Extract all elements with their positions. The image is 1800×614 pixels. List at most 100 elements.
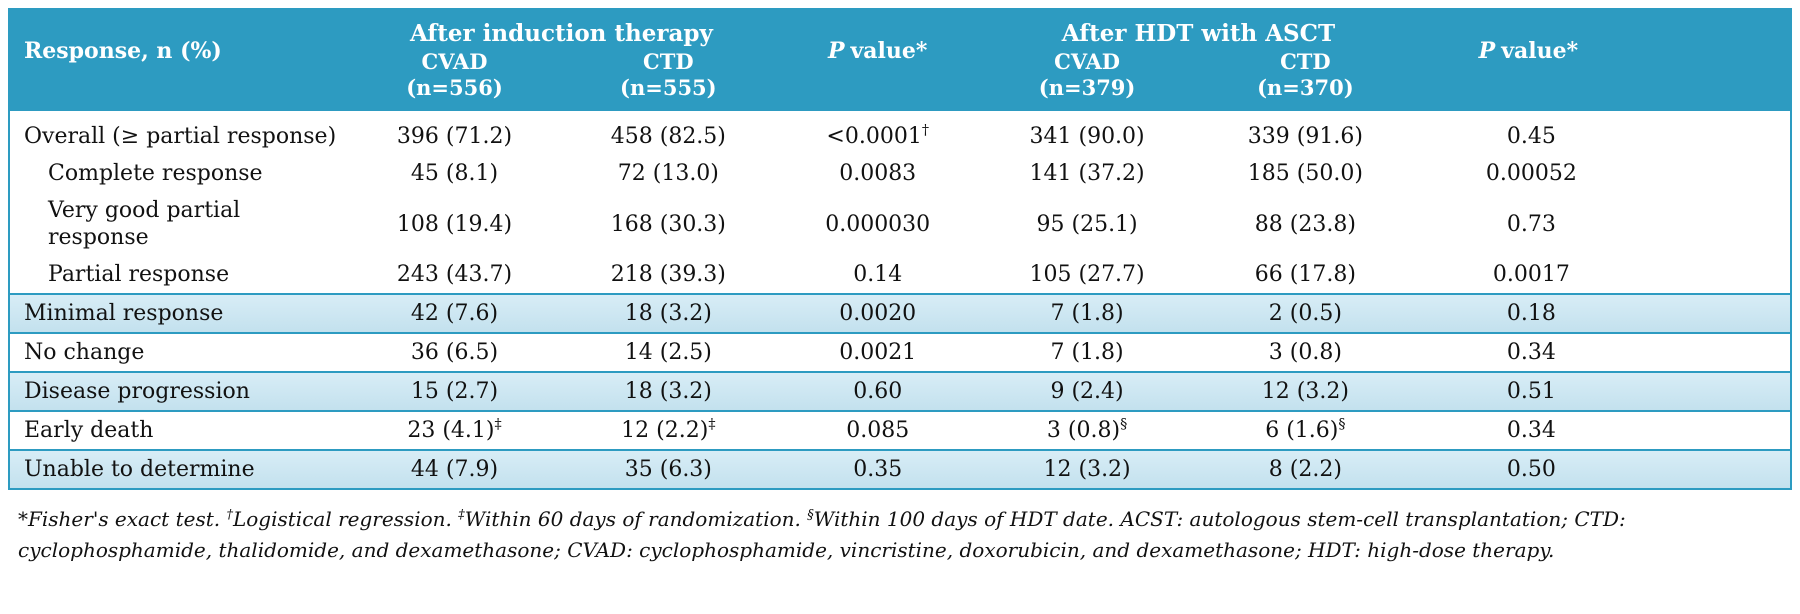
data-cell: 15 (2.7) [347, 371, 562, 411]
data-cell: 8 (2.2) [1193, 449, 1417, 489]
data-cell: 44 (7.9) [347, 449, 562, 489]
data-cell: 0.73 [1506, 211, 1556, 237]
data-cell: 12 (2.2)‡ [561, 410, 776, 450]
row-label: Very good partial response [48, 198, 241, 250]
data-cell: 0.14 [853, 262, 903, 287]
data-cell: 6 (1.6)§ [1193, 410, 1417, 450]
column-header-response: Response, n (%) [9, 8, 348, 111]
data-cell: 458 (82.5) [610, 124, 726, 149]
column-header-cvad-induction: CVAD (n=556) [347, 49, 562, 111]
data-cell: 12 (3.2) [980, 449, 1194, 489]
row-label: Complete response [48, 161, 263, 186]
data-cell: 35 (6.3) [561, 449, 776, 489]
p-value-rest: value* [850, 37, 928, 64]
column-group-induction: After induction therapy [347, 8, 776, 49]
data-cell: 18 (3.2) [561, 371, 776, 411]
row-label: Disease progression [9, 371, 348, 411]
data-cell: 0.0021 [775, 332, 981, 372]
table-row: Early death 23 (4.1)‡ 12 (2.2)‡ 0.085 3 (0.8… [9, 410, 1791, 450]
drug-name: CVAD [421, 49, 488, 74]
data-cell: 7 (1.8) [980, 332, 1194, 372]
data-cell: 95 (25.1) [1036, 211, 1138, 237]
column-header-ctd-induction: CTD (n=555) [561, 49, 776, 111]
header-row-groups: Response, n (%) After induction therapy … [9, 8, 1791, 111]
data-cell: 0.18 [1416, 293, 1791, 333]
data-cell: 0.00052 [1485, 161, 1577, 186]
row-label: No change [9, 332, 348, 372]
header-row-subcolumns: CVAD (n=556) CTD (n=555) CVAD (n=379) CT… [9, 49, 1791, 111]
data-cell: 0.35 [775, 449, 981, 489]
sample-size: (n=379) [1038, 75, 1136, 100]
data-cell: 23 (4.1)‡ [347, 410, 562, 450]
data-cell: <0.0001† [826, 122, 929, 149]
data-cell: 0.0020 [775, 293, 981, 333]
data-cell: 12 (3.2) [1193, 371, 1417, 411]
table-row: Partial response 243 (43.7) 218 (39.3) 0.14… [9, 256, 1791, 294]
column-header-cvad-hdt: CVAD (n=379) [980, 49, 1194, 111]
drug-name: CVAD [1054, 49, 1121, 74]
data-cell: 7 (1.8) [980, 293, 1194, 333]
data-cell: 396 (71.2) [396, 124, 513, 149]
data-cell: 3 (0.8) [1193, 332, 1417, 372]
drug-name: CTD [1280, 49, 1331, 74]
response-table: Response, n (%) After induction therapy … [8, 8, 1792, 490]
data-cell: 168 (30.3) [610, 211, 726, 237]
row-label: Partial response [48, 262, 230, 287]
drug-name: CTD [643, 49, 694, 74]
sample-size: (n=556) [406, 75, 503, 100]
data-cell: 108 (19.4) [396, 211, 513, 237]
data-cell: 0.60 [775, 371, 981, 411]
data-cell: 0.34 [1416, 410, 1791, 450]
p-value-rest: value* [1501, 37, 1579, 64]
data-cell: 105 (27.7) [1029, 262, 1145, 287]
data-cell: 0.085 [775, 410, 981, 450]
data-cell: 0.51 [1416, 371, 1791, 411]
data-cell: 0.34 [1416, 332, 1791, 372]
data-cell: 243 (43.7) [396, 262, 513, 287]
table-row: Complete response 45 (8.1) 72 (13.0) 0.0083… [9, 155, 1791, 192]
data-cell: 339 (91.6) [1247, 124, 1363, 149]
row-label: Minimal response [9, 293, 348, 333]
column-group-hdt: After HDT with ASCT [980, 8, 1417, 49]
data-cell: 45 (8.1) [410, 161, 499, 186]
data-cell: 3 (0.8)§ [980, 410, 1194, 450]
data-cell: 18 (3.2) [561, 293, 776, 333]
table-row: Disease progression 15 (2.7) 18 (3.2) 0.60 9… [9, 371, 1791, 411]
data-cell: 88 (23.8) [1254, 211, 1356, 237]
data-cell: 0.0083 [839, 161, 917, 186]
sample-size: (n=555) [620, 75, 717, 100]
data-cell: 0.0017 [1492, 262, 1570, 287]
column-header-ctd-hdt: CTD (n=370) [1193, 49, 1417, 111]
data-cell: 185 (50.0) [1247, 161, 1363, 186]
table-row: Very good partial response 108 (19.4) 168 … [9, 192, 1791, 256]
table-row: Overall (≥ partial response) 396 (71.2) 45… [9, 111, 1791, 155]
data-cell: 341 (90.0) [1029, 124, 1145, 149]
data-cell: 14 (2.5) [561, 332, 776, 372]
sample-size: (n=370) [1257, 75, 1354, 100]
row-label: Early death [9, 410, 348, 450]
table-row: No change 36 (6.5) 14 (2.5) 0.0021 7 (1.8) 3 … [9, 332, 1791, 372]
p-value-italic-p: P [827, 37, 845, 64]
table-row: Minimal response 42 (7.6) 18 (3.2) 0.0020 7 … [9, 293, 1791, 333]
table-header: Response, n (%) After induction therapy … [9, 8, 1791, 111]
data-cell: 42 (7.6) [347, 293, 562, 333]
table-body: Overall (≥ partial response) 396 (71.2) 45… [9, 111, 1791, 489]
data-cell: 0.000030 [825, 211, 931, 237]
row-label: Unable to determine [9, 449, 348, 489]
p-value-italic-p: P [1478, 37, 1496, 64]
row-label: Overall (≥ partial response) [24, 124, 337, 149]
data-cell: 0.45 [1506, 124, 1556, 149]
data-cell: 0.50 [1416, 449, 1791, 489]
data-cell: 72 (13.0) [617, 161, 719, 186]
footnote: *Fisher's exact test. †Logistical regres… [18, 507, 1626, 562]
data-cell: 2 (0.5) [1193, 293, 1417, 333]
data-cell: 36 (6.5) [347, 332, 562, 372]
data-cell: 9 (2.4) [980, 371, 1194, 411]
table-row: Unable to determine 44 (7.9) 35 (6.3) 0.35 1… [9, 449, 1791, 489]
data-cell: 141 (37.2) [1029, 161, 1145, 186]
data-cell: 218 (39.3) [610, 262, 726, 287]
data-cell: 66 (17.8) [1254, 262, 1356, 287]
